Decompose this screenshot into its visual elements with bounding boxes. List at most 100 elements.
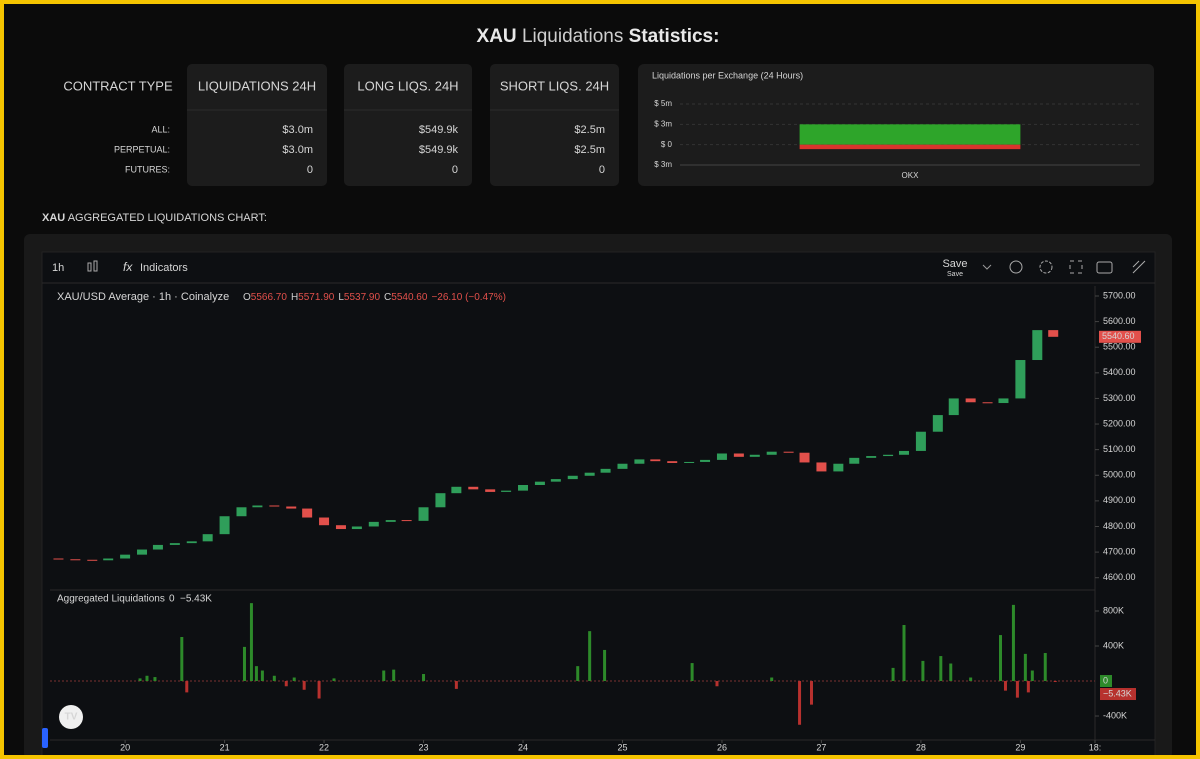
publish-icon[interactable] xyxy=(1132,260,1146,274)
liq-bar xyxy=(1043,653,1047,682)
x-tick-label: 26 xyxy=(717,742,727,752)
liq-bar xyxy=(588,631,592,682)
snapshot-icon[interactable] xyxy=(1096,261,1113,274)
candle-body xyxy=(667,461,678,463)
y-tick-label: 5200.00 xyxy=(1103,418,1136,428)
liq-bar xyxy=(921,660,925,682)
stat-value: $3.0m xyxy=(282,124,313,136)
save-button[interactable]: Save xyxy=(942,258,967,270)
candle-body xyxy=(485,489,496,492)
liq-bar xyxy=(1015,681,1019,698)
axis-value-box xyxy=(1100,688,1136,701)
interval-button[interactable]: 1h xyxy=(52,262,64,274)
candle-body xyxy=(385,520,396,522)
x-tick-label: 18: xyxy=(1089,742,1102,752)
candle-body xyxy=(998,398,1009,404)
liq-bar xyxy=(180,636,184,682)
y-tick-label: 5400.00 xyxy=(1103,367,1136,377)
y-tick-label: 4800.00 xyxy=(1103,521,1136,531)
ohlc-key: H xyxy=(291,292,298,303)
candle-type-icon[interactable] xyxy=(87,260,98,272)
fullscreen-icon[interactable] xyxy=(1069,260,1083,274)
settings-icon[interactable] xyxy=(1039,260,1053,274)
y-tick-label: 5000.00 xyxy=(1103,470,1136,480)
liq-bar xyxy=(949,663,953,682)
liq-bar xyxy=(576,666,580,682)
axis-value-box xyxy=(1100,675,1112,688)
candle-body xyxy=(319,517,330,526)
candle-body xyxy=(584,472,595,476)
liq-bar xyxy=(138,678,142,682)
candle-body xyxy=(932,415,943,432)
candle-body xyxy=(634,459,645,464)
y-tick-label: $ 3m xyxy=(654,119,672,128)
stat-header: SHORT LIQS. 24H xyxy=(500,78,609,93)
liq-bar xyxy=(145,675,149,682)
liq-bar xyxy=(185,681,189,693)
candle-body xyxy=(716,453,727,460)
candle-body xyxy=(286,506,297,509)
last-price-box xyxy=(1099,330,1141,343)
liq-bar xyxy=(392,669,396,682)
candle-body xyxy=(368,521,379,527)
candle-body xyxy=(534,481,545,485)
section-title: XAU AGGREGATED LIQUIDATIONS CHART: xyxy=(42,212,267,224)
page-title: XAU Liquidations Statistics: xyxy=(477,26,720,47)
axis-value-label: −5.43K xyxy=(1103,688,1132,698)
candle-body xyxy=(1048,330,1059,337)
candle-body xyxy=(733,453,744,457)
candle-body xyxy=(899,450,910,455)
liq-title: Aggregated Liquidations xyxy=(57,594,165,605)
ohlc-legend: O5566.70 H5571.90 L5537.90 C5540.60 −26.10 (… xyxy=(243,292,506,303)
last-price-label: 5540.60 xyxy=(1102,331,1135,341)
candle-body xyxy=(335,525,346,530)
save-subtitle: Save xyxy=(947,271,963,278)
tv-logo-text: TV xyxy=(65,712,78,723)
save-dropdown[interactable] xyxy=(982,264,992,270)
y-tick-label: 5700.00 xyxy=(1103,290,1136,300)
liq-bar xyxy=(902,625,906,682)
stat-value: 0 xyxy=(307,164,313,176)
candle-body xyxy=(401,520,412,522)
liq-bar xyxy=(603,649,607,682)
stat-header: LIQUIDATIONS 24H xyxy=(198,78,316,93)
y-tick-label: 400K xyxy=(1103,640,1124,650)
candle-body xyxy=(948,398,959,416)
liq-bar xyxy=(382,670,386,682)
candle-body xyxy=(501,490,512,492)
y-tick-label: 4600.00 xyxy=(1103,572,1136,582)
indicators-button[interactable]: Indicators xyxy=(140,262,188,274)
candle-body xyxy=(202,534,213,542)
candle-body xyxy=(982,402,993,404)
candle-body xyxy=(567,475,578,480)
candle-body xyxy=(766,451,777,455)
liq-bar xyxy=(1026,681,1030,693)
tv-logo[interactable] xyxy=(59,705,83,729)
y-tick-label: $ 5m xyxy=(654,99,672,108)
y-tick-label: 5600.00 xyxy=(1103,316,1136,326)
x-tick-label: 25 xyxy=(617,742,627,752)
alert-icon[interactable] xyxy=(1009,260,1023,274)
candle-body xyxy=(137,549,148,555)
liq-bar xyxy=(690,663,694,682)
candle-body xyxy=(418,507,429,521)
ohlc-value: 5566.70 xyxy=(251,292,288,303)
candle-body xyxy=(866,456,877,458)
y-tick-label: $ 3m xyxy=(654,160,672,169)
candle-body xyxy=(236,507,247,517)
liq-legend-positive: 0 xyxy=(169,594,175,605)
stat-card xyxy=(490,64,619,186)
candle-body xyxy=(1015,360,1026,399)
section-text: AGGREGATED LIQUIDATIONS CHART: xyxy=(68,212,267,224)
stat-value: $2.5m xyxy=(574,144,605,156)
symbol-title: XAU/USD Average · 1h · Coinalyze xyxy=(57,291,229,303)
stat-value: $3.0m xyxy=(282,144,313,156)
exchange-chart-title: Liquidations per Exchange (24 Hours) xyxy=(652,70,803,80)
liq-bar xyxy=(798,681,802,725)
candle-body xyxy=(816,462,827,472)
x-tick-label: 22 xyxy=(319,742,329,752)
scroll-handle[interactable] xyxy=(42,728,48,748)
candle-body xyxy=(518,484,529,491)
y-tick-label: -400K xyxy=(1103,710,1127,720)
